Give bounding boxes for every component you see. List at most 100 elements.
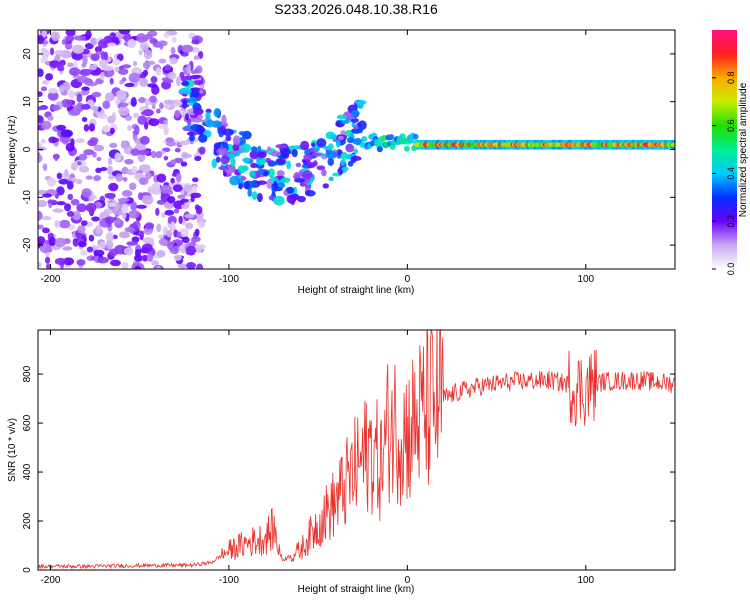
spectrogram-cell [186, 118, 192, 126]
spectrogram-cell [130, 201, 138, 211]
spectrogram-cell [163, 99, 175, 105]
spectrogram-cell [65, 30, 76, 37]
spectrogram-cell [350, 118, 359, 123]
spectrogram-cell [128, 72, 141, 83]
spectrogram-cell [54, 153, 59, 162]
spectrogram-cell [126, 241, 139, 246]
spectrogram-cell [137, 153, 146, 163]
spectrogram-cell [156, 249, 166, 258]
spectrogram-y-tick-label: 10 [22, 96, 33, 108]
spectrogram-cell [172, 245, 179, 255]
spectrogram-cell [96, 156, 102, 162]
spectrogram-cell [672, 142, 675, 147]
spectrogram-cell [59, 59, 66, 66]
spectrogram-cell [350, 110, 360, 117]
spectrogram-cell [347, 160, 354, 167]
spectrogram-cell [167, 71, 177, 80]
spectrogram-cell [52, 208, 64, 213]
spectrogram-y-ticks: -20 -10 0 10 20 [22, 48, 675, 252]
spectrogram-cell [82, 69, 93, 74]
spectrogram-cell [198, 146, 206, 155]
spectrogram-cell [151, 260, 159, 266]
spectrogram-cell [124, 158, 134, 165]
spectrogram-cell [163, 32, 170, 39]
spectrogram-cell [180, 153, 193, 158]
spectrogram-cell [108, 202, 117, 208]
spectrogram-cell [155, 265, 161, 269]
spectrogram-cell [154, 151, 163, 159]
spectrogram-cell [311, 152, 322, 157]
spectrogram-cell [267, 146, 272, 152]
spectrogram-cell [399, 133, 406, 140]
spectrogram-cell [47, 177, 57, 187]
colorbar-gradient [712, 30, 737, 269]
spectrogram-cell [56, 124, 67, 131]
spectrogram-cell [238, 131, 246, 136]
spectrogram-cell [100, 51, 106, 60]
spectrogram-cell [56, 172, 63, 180]
spectrogram-cell [38, 146, 47, 151]
spectrogram-cell [268, 195, 275, 201]
spectrogram-cell [65, 35, 75, 42]
spectrogram-cell [54, 257, 67, 266]
spectrogram-cell [77, 225, 86, 234]
spectrogram-cell [126, 125, 132, 131]
spectrogram-cell [345, 143, 355, 153]
spectrogram-cell [163, 119, 168, 127]
spectrogram-y-tick-label: 20 [22, 48, 33, 60]
spectrogram-cell [41, 30, 47, 38]
spectrogram-cell [72, 44, 85, 54]
spectrogram-cell [346, 136, 354, 144]
spectrogram-cell [62, 246, 73, 251]
spectrogram-cell [186, 63, 192, 74]
snr-series-line [38, 330, 675, 570]
spectrogram-cell [225, 135, 232, 142]
spectrogram-cell [48, 88, 59, 94]
spectrogram-cell [139, 135, 150, 145]
spectrogram-cell [38, 236, 46, 245]
spectrogram-cell [170, 177, 175, 184]
spectrogram-cell [64, 169, 69, 177]
spectrogram-cell [150, 150, 157, 159]
spectrogram-cell [301, 170, 313, 180]
spectrogram-cell [88, 123, 95, 132]
spectrogram-cell [211, 158, 218, 169]
colorbar-tick-label: 0.0 [726, 263, 736, 276]
spectrogram-cell [75, 178, 83, 185]
spectrogram-cell [76, 259, 86, 266]
spectrogram-cell [192, 177, 199, 183]
spectrogram-cell [63, 257, 75, 266]
spectrogram-cell [408, 137, 415, 144]
spectrogram-cell [98, 39, 110, 49]
spectrogram-y-tick-label: -20 [22, 237, 33, 252]
spectrogram-heatmap [38, 30, 675, 269]
spectrogram-cell [41, 138, 46, 144]
spectrogram-cell [335, 120, 342, 127]
spectrogram-cell [256, 180, 267, 185]
spectrogram-cell [237, 165, 247, 174]
spectrogram-cell [65, 142, 75, 152]
spectrogram-cell [249, 150, 259, 160]
spectrogram-cell [118, 30, 131, 35]
spectrogram-cell [134, 125, 140, 135]
spectrogram-cell [169, 57, 178, 65]
spectrogram-cell [58, 84, 65, 94]
spectrogram-cell [151, 104, 156, 110]
spectrogram-cell [42, 227, 50, 234]
snr-y-tick-label: 200 [22, 512, 33, 529]
spectrogram-cell [192, 185, 198, 193]
spectrogram-cell [77, 75, 89, 84]
spectrogram-cell [138, 49, 143, 56]
spectrogram-cell [303, 154, 314, 161]
spectrogram-cell [218, 132, 224, 138]
spectrogram-cell [75, 138, 85, 144]
spectrogram-cell [115, 173, 124, 182]
spectrogram-cell [265, 157, 272, 163]
spectrogram-cell [38, 224, 44, 230]
spectrogram-cell [114, 244, 126, 255]
spectrogram-cell [179, 87, 192, 95]
spectrogram-cell [336, 114, 348, 120]
snr-y-label: SNR (10 * v/v) [7, 418, 18, 482]
spectrogram-cell [183, 184, 192, 193]
spectrogram-cell [178, 215, 183, 224]
